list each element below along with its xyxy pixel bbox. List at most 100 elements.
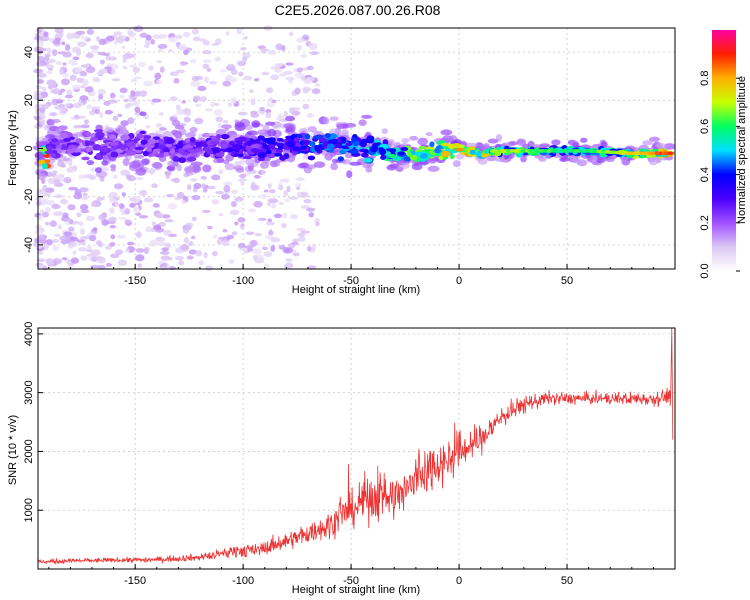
noise-blob bbox=[270, 237, 281, 243]
noise-blob bbox=[76, 41, 87, 47]
noise-blob bbox=[146, 167, 157, 175]
noise-blob bbox=[124, 208, 131, 215]
y-tick-label: 4000 bbox=[23, 322, 35, 346]
noise-blob bbox=[156, 213, 164, 218]
noise-blob bbox=[97, 88, 106, 96]
noise-blob bbox=[270, 74, 279, 81]
signal-blob bbox=[85, 147, 92, 153]
noise-blob bbox=[282, 70, 293, 75]
noise-blob bbox=[43, 243, 49, 251]
signal-blob bbox=[257, 152, 266, 159]
noise-blob bbox=[159, 127, 167, 131]
noise-blob bbox=[104, 109, 114, 115]
noise-blob bbox=[159, 66, 165, 73]
signal-blob bbox=[120, 134, 130, 141]
spectrogram-frame bbox=[37, 27, 676, 270]
signal-blob bbox=[89, 137, 99, 142]
signal-halo bbox=[51, 118, 61, 124]
noise-blob bbox=[54, 233, 61, 238]
signal-blob bbox=[314, 145, 322, 152]
noise-blob bbox=[90, 249, 101, 256]
signal-halo bbox=[341, 159, 352, 165]
noise-blob bbox=[56, 99, 64, 104]
signal-blob bbox=[475, 151, 482, 157]
signal-halo bbox=[655, 143, 667, 149]
noise-blob bbox=[138, 61, 147, 68]
noise-blob bbox=[270, 66, 278, 70]
noise-blob bbox=[99, 59, 105, 65]
noise-blob bbox=[175, 34, 183, 40]
signal-blob bbox=[440, 150, 451, 158]
signal-blob bbox=[327, 143, 335, 150]
noise-blob bbox=[75, 30, 86, 35]
signal-blob bbox=[262, 137, 272, 143]
colorbar-tick-label: 0.8 bbox=[699, 71, 711, 86]
signal-halo bbox=[344, 152, 354, 159]
noise-blob bbox=[158, 48, 163, 53]
noise-blob bbox=[157, 43, 168, 49]
noise-blob bbox=[149, 239, 158, 247]
signal-blob bbox=[59, 132, 68, 139]
noise-blob bbox=[246, 247, 254, 252]
signal-blob bbox=[206, 150, 214, 155]
noise-blob bbox=[45, 199, 56, 206]
noise-blob bbox=[114, 201, 119, 207]
signal-halo bbox=[560, 157, 571, 162]
signal-blob bbox=[189, 136, 196, 143]
y-tick-label: 0 bbox=[23, 145, 35, 151]
y-tick-label: 20 bbox=[23, 94, 35, 106]
noise-blob bbox=[112, 115, 119, 121]
noise-blob bbox=[266, 201, 272, 207]
signal-halo bbox=[330, 162, 338, 171]
noise-blob bbox=[133, 206, 141, 214]
noise-blob bbox=[315, 221, 320, 227]
noise-blob bbox=[284, 198, 290, 202]
noise-blob bbox=[252, 248, 262, 255]
signal-halo bbox=[314, 130, 323, 136]
noise-blob bbox=[37, 214, 43, 221]
noise-blob bbox=[43, 31, 49, 38]
signal-halo bbox=[122, 158, 130, 167]
noise-blob bbox=[300, 230, 310, 234]
snr-frame bbox=[37, 327, 676, 570]
signal-halo bbox=[95, 167, 102, 174]
noise-blob bbox=[300, 53, 307, 58]
noise-blob bbox=[214, 56, 221, 62]
noise-blob bbox=[173, 177, 181, 184]
noise-blob bbox=[79, 95, 89, 102]
noise-blob bbox=[65, 160, 73, 165]
noise-blob bbox=[252, 255, 258, 261]
signal-blob bbox=[210, 141, 220, 145]
noise-blob bbox=[145, 125, 151, 129]
signal-halo bbox=[387, 139, 395, 147]
noise-blob bbox=[162, 262, 168, 266]
signal-halo bbox=[313, 161, 326, 168]
signal-halo bbox=[191, 165, 202, 173]
noise-blob bbox=[90, 202, 98, 208]
noise-blob bbox=[37, 55, 45, 62]
signal-blob bbox=[351, 137, 357, 143]
noise-blob bbox=[70, 257, 80, 264]
noise-blob bbox=[164, 219, 174, 223]
noise-blob bbox=[61, 257, 68, 261]
noise-blob bbox=[300, 191, 309, 198]
noise-blob bbox=[104, 66, 112, 70]
noise-blob bbox=[144, 248, 149, 255]
noise-blob bbox=[145, 34, 152, 41]
noise-blob bbox=[55, 61, 62, 66]
signal-blob bbox=[379, 148, 387, 155]
signal-halo bbox=[580, 137, 588, 143]
noise-blob bbox=[135, 248, 145, 253]
signal-blob bbox=[242, 155, 252, 160]
noise-blob bbox=[225, 31, 230, 36]
signal-halo bbox=[202, 164, 212, 173]
noise-blob bbox=[240, 180, 245, 186]
noise-blob bbox=[155, 79, 162, 85]
noise-blob bbox=[101, 219, 109, 226]
noise-blob bbox=[208, 80, 218, 85]
noise-blob bbox=[122, 53, 132, 60]
noise-blob bbox=[85, 66, 96, 74]
signal-blob bbox=[88, 140, 95, 146]
noise-blob bbox=[203, 252, 208, 259]
noise-blob bbox=[104, 245, 113, 251]
